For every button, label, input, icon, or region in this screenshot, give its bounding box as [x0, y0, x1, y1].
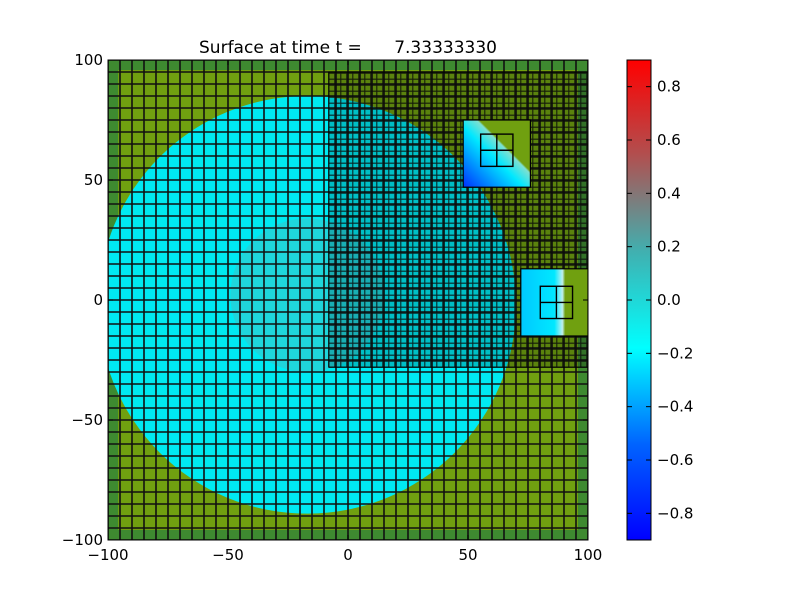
colorbar-tick-label: −0.8 — [657, 504, 693, 522]
x-tick-label: 0 — [343, 546, 353, 564]
y-tick-label: 50 — [84, 171, 103, 189]
colorbar-tick-label: 0.0 — [657, 291, 681, 309]
colorbar-tick-label: −0.6 — [657, 451, 693, 469]
y-tick-label: −100 — [62, 531, 103, 549]
colorbar-tick-label: 0.2 — [657, 238, 681, 256]
colorbar-tick-label: −0.4 — [657, 398, 693, 416]
inset-lower-level-cross — [540, 286, 573, 319]
x-tick-label: −100 — [87, 546, 128, 564]
y-tick-label: −50 — [71, 411, 103, 429]
colorbar-tick-label: 0.8 — [657, 78, 681, 96]
plot-area — [108, 60, 588, 540]
x-axis: −100 −50 0 50 100 — [87, 60, 602, 564]
colorbar-tick-label: 0.6 — [657, 131, 681, 149]
colorbar-tick-label: 0.4 — [657, 184, 681, 202]
center-disk-region — [230, 218, 384, 372]
colorbar: 0.8 0.6 0.4 0.2 0.0 −0.2 −0.4 −0.6 −0.8 — [626, 59, 693, 541]
inset-upper-level-cross — [480, 134, 513, 167]
y-tick-label: 100 — [74, 51, 103, 69]
x-tick-label: 100 — [574, 546, 603, 564]
colorbar-ticks: 0.8 0.6 0.4 0.2 0.0 −0.2 −0.4 −0.6 −0.8 — [627, 78, 693, 522]
colorbar-tick-label: −0.2 — [657, 344, 693, 362]
chart-title: Surface at time t = 7.33333330 — [199, 38, 497, 58]
y-axis: −100 −50 0 50 100 — [62, 51, 588, 549]
x-tick-label: 50 — [458, 546, 477, 564]
inset-lower — [520, 268, 588, 337]
x-tick-label: −50 — [212, 546, 244, 564]
inset-upper — [462, 119, 532, 188]
refined-patch-border — [328, 71, 588, 368]
y-tick-label: 0 — [93, 291, 103, 309]
